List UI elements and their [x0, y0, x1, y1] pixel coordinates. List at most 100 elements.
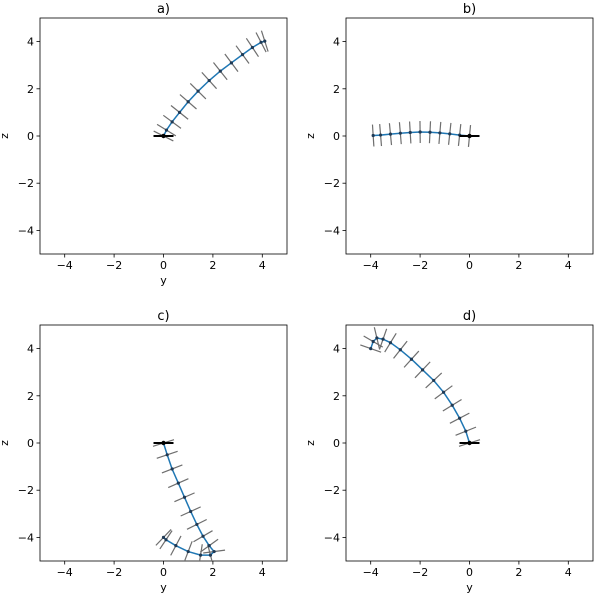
- data-point: [201, 535, 204, 538]
- data-point: [165, 129, 168, 132]
- y-tick-label: −2: [324, 484, 340, 497]
- data-point: [171, 467, 174, 470]
- y-tick-label: 0: [333, 130, 340, 143]
- panel-title: b): [463, 2, 476, 17]
- x-tick-label: −4: [363, 566, 379, 579]
- y-axis-label: z: [304, 440, 317, 446]
- data-point: [432, 379, 435, 382]
- series-line: [164, 41, 265, 136]
- y-tick-label: 0: [333, 437, 340, 450]
- x-tick-label: −2: [106, 566, 122, 579]
- data-point: [241, 53, 244, 56]
- x-tick-label: −2: [106, 259, 122, 272]
- data-point: [213, 550, 216, 553]
- data-point: [428, 131, 431, 134]
- y-axis-label: z: [0, 440, 11, 446]
- x-tick-label: 4: [259, 566, 266, 579]
- data-point: [189, 510, 192, 513]
- y-tick-label: −2: [18, 484, 34, 497]
- base-point: [161, 134, 165, 138]
- x-axis-label: y: [160, 581, 167, 594]
- data-point: [399, 132, 402, 135]
- data-point: [219, 70, 222, 73]
- x-tick-label: 2: [515, 259, 522, 272]
- y-tick-label: 0: [27, 130, 34, 143]
- y-tick-label: 4: [333, 36, 340, 49]
- data-point: [451, 404, 454, 407]
- data-point: [208, 544, 211, 547]
- y-tick-label: 4: [333, 343, 340, 356]
- series-line: [371, 338, 470, 443]
- x-axis-label: y: [160, 274, 167, 287]
- data-point: [375, 336, 378, 339]
- data-point: [448, 132, 451, 135]
- data-point: [208, 79, 211, 82]
- data-point: [251, 46, 254, 49]
- data-point: [458, 417, 461, 420]
- y-tick-label: 4: [27, 343, 34, 356]
- data-point: [389, 341, 392, 344]
- data-point: [389, 133, 392, 136]
- x-tick-label: −2: [412, 566, 428, 579]
- data-point: [399, 348, 402, 351]
- y-tick-label: −2: [18, 177, 34, 190]
- x-tick-label: −4: [57, 566, 73, 579]
- data-point: [379, 133, 382, 136]
- x-tick-label: 0: [466, 566, 473, 579]
- data-point: [381, 338, 384, 341]
- data-point: [369, 347, 372, 350]
- y-tick-label: −4: [18, 531, 34, 544]
- data-point: [419, 130, 422, 133]
- x-tick-label: 2: [209, 259, 216, 272]
- data-point: [199, 554, 202, 557]
- series-line: [164, 443, 215, 555]
- data-point: [162, 536, 165, 539]
- data-point: [259, 41, 262, 44]
- data-point: [171, 120, 174, 123]
- y-axis-label: z: [0, 133, 11, 139]
- y-tick-label: 2: [333, 83, 340, 96]
- x-tick-label: 0: [466, 259, 473, 272]
- y-tick-label: 4: [27, 36, 34, 49]
- x-tick-label: 4: [565, 566, 572, 579]
- data-point: [164, 538, 167, 541]
- plot-area: [360, 327, 480, 446]
- x-tick-label: 4: [259, 259, 266, 272]
- data-point: [410, 358, 413, 361]
- x-tick-label: −4: [57, 259, 73, 272]
- x-axis-label: y: [466, 581, 473, 594]
- data-point: [196, 90, 199, 93]
- x-tick-label: 2: [209, 566, 216, 579]
- y-tick-label: −4: [324, 531, 340, 544]
- data-point: [263, 40, 266, 43]
- data-point: [178, 111, 181, 114]
- y-tick-label: −4: [18, 224, 34, 237]
- data-point: [372, 134, 375, 137]
- plot-area: [372, 121, 480, 147]
- x-tick-label: −2: [412, 259, 428, 272]
- y-tick-label: 2: [27, 83, 34, 96]
- panel-title: c): [157, 309, 169, 324]
- data-point: [409, 131, 412, 134]
- panel-title: d): [463, 309, 476, 324]
- y-tick-label: −2: [324, 177, 340, 190]
- data-point: [183, 496, 186, 499]
- data-point: [230, 61, 233, 64]
- data-point: [174, 544, 177, 547]
- y-tick-label: 0: [27, 437, 34, 450]
- data-point: [372, 340, 375, 343]
- plot-area: [154, 31, 269, 141]
- data-point: [166, 453, 169, 456]
- data-point: [177, 482, 180, 485]
- data-point: [438, 131, 441, 134]
- x-tick-label: 0: [160, 259, 167, 272]
- base-point: [467, 441, 471, 445]
- data-point: [195, 523, 198, 526]
- y-tick-label: −4: [324, 224, 340, 237]
- data-point: [209, 554, 212, 557]
- data-point: [187, 100, 190, 103]
